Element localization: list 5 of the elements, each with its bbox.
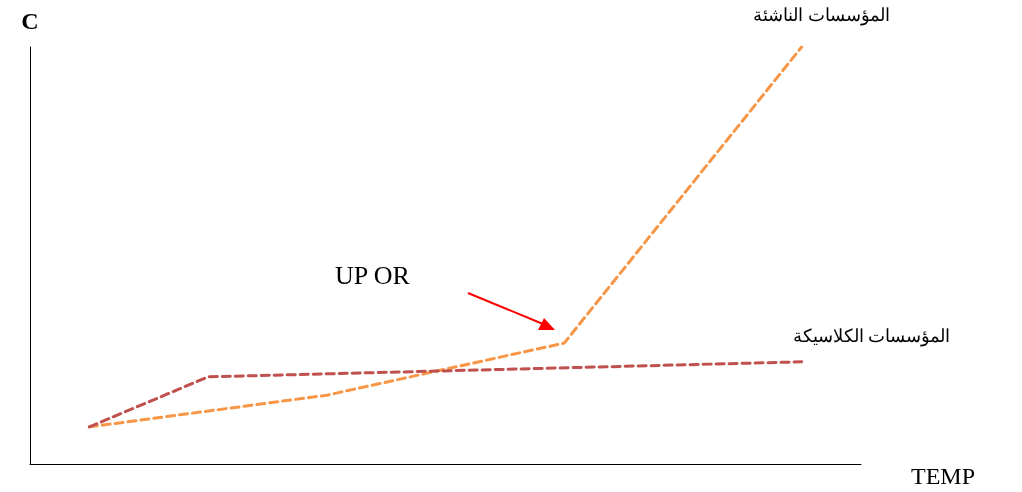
x-axis-title: TEMP xyxy=(911,463,976,489)
text: المؤسسات الناشئة xyxy=(753,5,890,26)
series-label: المؤسسات الكلاسيكة xyxy=(792,325,951,347)
y-axis-title: C xyxy=(21,8,39,34)
annotation: UP OR xyxy=(335,260,411,290)
